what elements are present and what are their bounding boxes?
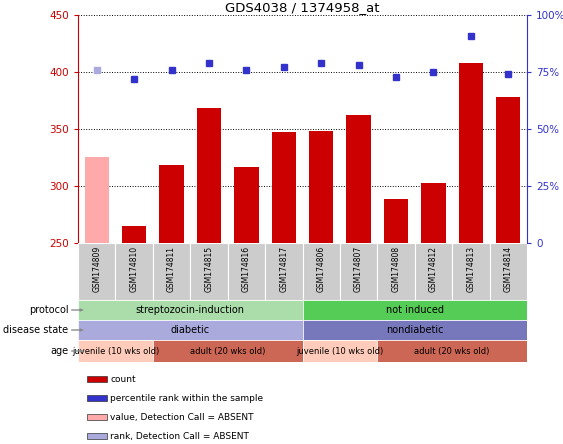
Bar: [421, 182, 446, 243]
Bar: [78, 340, 153, 362]
Bar: [115, 243, 153, 300]
Bar: [384, 198, 408, 243]
Text: GSM174806: GSM174806: [317, 246, 326, 292]
Bar: [496, 97, 520, 243]
Bar: [302, 243, 340, 300]
Bar: [227, 243, 265, 300]
Text: adult (20 wks old): adult (20 wks old): [190, 346, 265, 356]
Text: not induced: not induced: [386, 305, 444, 315]
Text: GSM174807: GSM174807: [354, 246, 363, 292]
Bar: [87, 414, 107, 420]
Text: value, Detection Call = ABSENT: value, Detection Call = ABSENT: [110, 413, 254, 422]
Bar: [271, 132, 296, 243]
Bar: [459, 63, 483, 243]
Text: GSM174816: GSM174816: [242, 246, 251, 292]
Bar: [490, 243, 527, 300]
Text: GSM174815: GSM174815: [204, 246, 213, 292]
Text: GSM174817: GSM174817: [279, 246, 288, 292]
Bar: [87, 395, 107, 401]
Text: streptozocin-induction: streptozocin-induction: [136, 305, 245, 315]
Bar: [78, 300, 302, 320]
Text: rank, Detection Call = ABSENT: rank, Detection Call = ABSENT: [110, 432, 249, 441]
Bar: [159, 166, 184, 243]
Bar: [302, 300, 527, 320]
Text: GSM174814: GSM174814: [504, 246, 513, 292]
Text: GSM174810: GSM174810: [129, 246, 138, 292]
Text: percentile rank within the sample: percentile rank within the sample: [110, 394, 263, 403]
Bar: [377, 243, 415, 300]
Bar: [190, 243, 227, 300]
Bar: [78, 320, 302, 340]
Bar: [302, 340, 377, 362]
Bar: [340, 243, 377, 300]
Bar: [452, 243, 490, 300]
Bar: [377, 340, 527, 362]
Text: adult (20 wks old): adult (20 wks old): [414, 346, 490, 356]
Text: GSM174808: GSM174808: [391, 246, 400, 292]
Bar: [78, 243, 115, 300]
Bar: [87, 377, 107, 382]
Bar: [234, 166, 258, 243]
Text: disease state: disease state: [3, 325, 68, 335]
Bar: [153, 243, 190, 300]
Text: diabetic: diabetic: [171, 325, 210, 335]
Text: age: age: [50, 346, 68, 356]
Bar: [87, 433, 107, 440]
Bar: [84, 158, 109, 243]
Bar: [197, 108, 221, 243]
Bar: [346, 115, 371, 243]
Title: GDS4038 / 1374958_at: GDS4038 / 1374958_at: [225, 1, 380, 14]
Text: GSM174811: GSM174811: [167, 246, 176, 292]
Bar: [153, 340, 302, 362]
Bar: [302, 320, 527, 340]
Text: nondiabetic: nondiabetic: [386, 325, 444, 335]
Text: juvenile (10 wks old): juvenile (10 wks old): [296, 346, 383, 356]
Bar: [309, 131, 333, 243]
Bar: [265, 243, 302, 300]
Text: protocol: protocol: [29, 305, 68, 315]
Text: GSM174812: GSM174812: [429, 246, 438, 292]
Bar: [415, 243, 452, 300]
Text: GSM174813: GSM174813: [466, 246, 475, 292]
Bar: [122, 226, 146, 243]
Text: GSM174809: GSM174809: [92, 246, 101, 292]
Text: juvenile (10 wks old): juvenile (10 wks old): [72, 346, 159, 356]
Text: count: count: [110, 375, 136, 384]
